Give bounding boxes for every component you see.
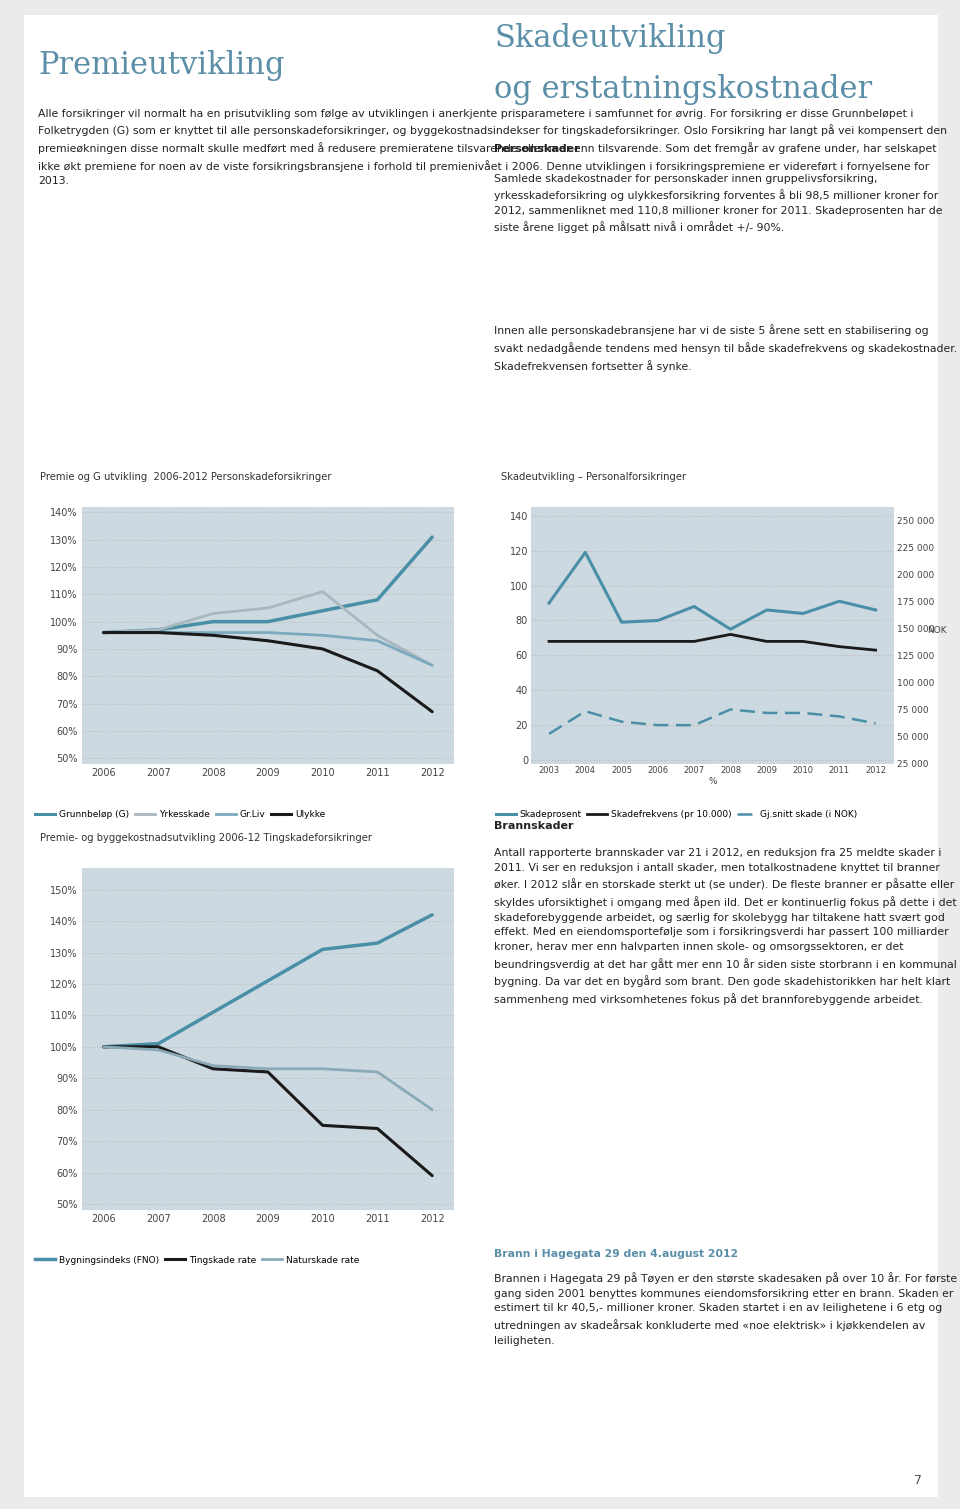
Text: Premie- og byggekostnadsutvikling 2006-12 Tingskadeforsikringer: Premie- og byggekostnadsutvikling 2006-1…: [40, 833, 372, 844]
Text: Brannskader: Brannskader: [494, 821, 574, 831]
Legend: Bygningsindeks (FNO), Tingskade rate, Naturskade rate: Bygningsindeks (FNO), Tingskade rate, Na…: [32, 1252, 363, 1268]
Text: Antall rapporterte brannskader var 21 i 2012, en reduksjon fra 25 meldte skader : Antall rapporterte brannskader var 21 i …: [494, 848, 957, 1005]
Text: Samlede skadekostnader for personskader innen gruppelivsforsikring, yrkesskadefo: Samlede skadekostnader for personskader …: [494, 174, 943, 234]
Text: og erstatningskostnader: og erstatningskostnader: [494, 74, 873, 104]
Text: Alle forsikringer vil normalt ha en prisutvikling som følge av utviklingen i ane: Alle forsikringer vil normalt ha en pris…: [38, 109, 948, 186]
Text: Premie og G utvikling  2006-2012 Personskadeforsikringer: Premie og G utvikling 2006-2012 Personsk…: [40, 472, 332, 481]
Legend: Grunnbeløp (G), Yrkesskade, Gr.Liv, Ulykke: Grunnbeløp (G), Yrkesskade, Gr.Liv, Ulyk…: [32, 807, 328, 822]
Legend: Skadeprosent, Skadefrekvens (pr 10.000), Gj.snitt skade (i NOK): Skadeprosent, Skadefrekvens (pr 10.000),…: [492, 807, 861, 822]
Text: Brann i Hagegata 29 den 4.august 2012: Brann i Hagegata 29 den 4.august 2012: [494, 1249, 738, 1259]
Text: 7: 7: [914, 1474, 922, 1486]
Y-axis label: NOK: NOK: [926, 626, 947, 635]
Text: Brannen i Hagegata 29 på Tøyen er den største skadesaken på over 10 år. For førs: Brannen i Hagegata 29 på Tøyen er den st…: [494, 1272, 957, 1346]
X-axis label: %: %: [708, 777, 716, 786]
Text: Innen alle personskadebransjene har vi de siste 5 årene sett en stabilisering og: Innen alle personskadebransjene har vi d…: [494, 324, 957, 371]
Text: Skadeutvikling – Personalforsikringer: Skadeutvikling – Personalforsikringer: [501, 472, 686, 481]
Text: Premieutvikling: Premieutvikling: [38, 50, 285, 81]
Text: Skadeutvikling: Skadeutvikling: [494, 23, 726, 54]
Text: Personskader: Personskader: [494, 145, 580, 154]
